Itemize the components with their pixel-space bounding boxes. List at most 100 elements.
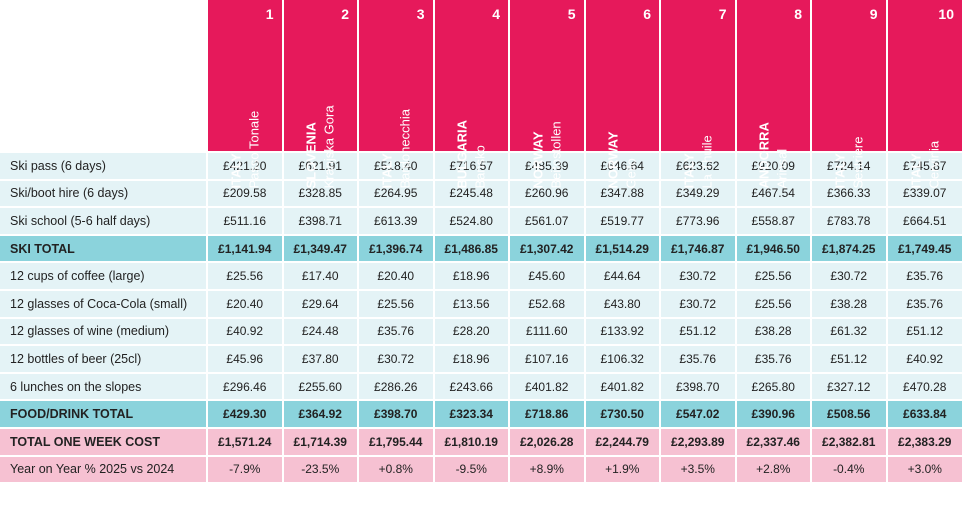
row-label: 12 glasses of Coca-Cola (small): [0, 290, 207, 318]
header-country: ANDORRA: [756, 58, 774, 188]
row-value: £398.70: [358, 400, 434, 428]
row-value: £51.12: [887, 318, 962, 346]
row-label: 6 lunches on the slopes: [0, 373, 207, 401]
row-value: £613.39: [358, 207, 434, 235]
header-resort: Arinsal: [773, 58, 791, 188]
row-label: 12 cups of coffee (large): [0, 262, 207, 290]
row-value: £40.92: [207, 318, 283, 346]
table-row: 12 cups of coffee (large)£25.56£17.40£20…: [0, 262, 962, 290]
row-value: £1,746.87: [660, 235, 736, 263]
header-col-5: 5NORWAYBeitostollen: [509, 0, 585, 152]
row-value: +1.9%: [585, 456, 661, 484]
row-value: £1,571.24: [207, 428, 283, 456]
row-label: Ski/boot hire (6 days): [0, 180, 207, 208]
header-resort: Geilo: [622, 58, 640, 188]
row-label: FOOD/DRINK TOTAL: [0, 400, 207, 428]
row-value: £1,307.42: [509, 235, 585, 263]
row-value: £25.56: [736, 290, 812, 318]
table-row: 12 glasses of wine (medium)£40.92£24.48£…: [0, 318, 962, 346]
row-value: £35.76: [887, 290, 962, 318]
row-label: TOTAL ONE WEEK COST: [0, 428, 207, 456]
header-rank: 3: [417, 6, 425, 22]
row-value: £20.40: [207, 290, 283, 318]
row-value: £37.80: [283, 345, 359, 373]
row-value: +3.0%: [887, 456, 962, 484]
row-value: +3.5%: [660, 456, 736, 484]
table-row: FOOD/DRINK TOTAL£429.30£364.92£398.70£32…: [0, 400, 962, 428]
header-resort: Kranjska Gora: [320, 58, 338, 188]
row-value: £398.71: [283, 207, 359, 235]
row-value: £255.60: [283, 373, 359, 401]
header-col-6: 6NORWAYGeilo: [585, 0, 661, 152]
row-value: £25.56: [736, 262, 812, 290]
header-country: ITALY: [680, 58, 698, 188]
row-value: £524.80: [434, 207, 510, 235]
row-value: £633.84: [887, 400, 962, 428]
row-value: £2,293.89: [660, 428, 736, 456]
row-value: £773.96: [660, 207, 736, 235]
row-value: £40.92: [887, 345, 962, 373]
row-value: £30.72: [811, 262, 887, 290]
row-value: £401.82: [509, 373, 585, 401]
header-text: ITALYCervinia: [907, 58, 942, 188]
row-value: £1,795.44: [358, 428, 434, 456]
row-value: £2,383.29: [887, 428, 962, 456]
row-value: £664.51: [887, 207, 962, 235]
row-value: £327.12: [811, 373, 887, 401]
row-value: £1,714.39: [283, 428, 359, 456]
row-value: £106.32: [585, 345, 661, 373]
header-text: BULGARIABansko: [454, 58, 489, 188]
header-resort: Sestriere: [849, 58, 867, 188]
row-value: £718.86: [509, 400, 585, 428]
row-value: £45.60: [509, 262, 585, 290]
row-value: £2,337.46: [736, 428, 812, 456]
row-value: £243.66: [434, 373, 510, 401]
header-col-10: 10ITALYCervinia: [887, 0, 962, 152]
table-row: Ski school (5-6 half days)£511.16£398.71…: [0, 207, 962, 235]
row-value: £561.07: [509, 207, 585, 235]
header-rank: 6: [643, 6, 651, 22]
row-value: £35.76: [358, 318, 434, 346]
row-value: £547.02: [660, 400, 736, 428]
row-value: £398.70: [660, 373, 736, 401]
header-text: SLOVENIAKranjska Gora: [303, 58, 338, 188]
header-col-8: 8ANDORRAArinsal: [736, 0, 812, 152]
header-col-2: 2SLOVENIAKranjska Gora: [283, 0, 359, 152]
header-resort: Bardonecchia: [396, 58, 414, 188]
row-value: £18.96: [434, 262, 510, 290]
row-value: £1,486.85: [434, 235, 510, 263]
row-value: £25.56: [358, 290, 434, 318]
row-label: 12 bottles of beer (25cl): [0, 345, 207, 373]
row-value: £35.76: [736, 345, 812, 373]
row-value: £558.87: [736, 207, 812, 235]
header-country: ITALY: [378, 58, 396, 188]
header-text: ITALYLa Thuile: [680, 58, 715, 188]
row-value: £51.12: [660, 318, 736, 346]
row-value: -9.5%: [434, 456, 510, 484]
row-label: 12 glasses of wine (medium): [0, 318, 207, 346]
row-value: £508.56: [811, 400, 887, 428]
row-value: £133.92: [585, 318, 661, 346]
row-value: £18.96: [434, 345, 510, 373]
header-country: ITALY: [831, 58, 849, 188]
row-value: £511.16: [207, 207, 283, 235]
row-value: £43.80: [585, 290, 661, 318]
row-value: £24.48: [283, 318, 359, 346]
header-country: ITALY: [227, 58, 245, 188]
row-value: £730.50: [585, 400, 661, 428]
ski-cost-table: 1ITALYPasso Tonale2SLOVENIAKranjska Gora…: [0, 0, 962, 484]
header-text: ITALYPasso Tonale: [227, 58, 262, 188]
header-col-3: 3ITALYBardonecchia: [358, 0, 434, 152]
row-value: £44.64: [585, 262, 661, 290]
header-text: ANDORRAArinsal: [756, 58, 791, 188]
row-value: £1,514.29: [585, 235, 661, 263]
row-value: £519.77: [585, 207, 661, 235]
row-value: £1,946.50: [736, 235, 812, 263]
header-rank: 7: [719, 6, 727, 22]
header-blank: [0, 0, 207, 152]
row-value: £2,026.28: [509, 428, 585, 456]
row-value: £2,382.81: [811, 428, 887, 456]
row-value: £429.30: [207, 400, 283, 428]
row-value: -23.5%: [283, 456, 359, 484]
row-value: £470.28: [887, 373, 962, 401]
